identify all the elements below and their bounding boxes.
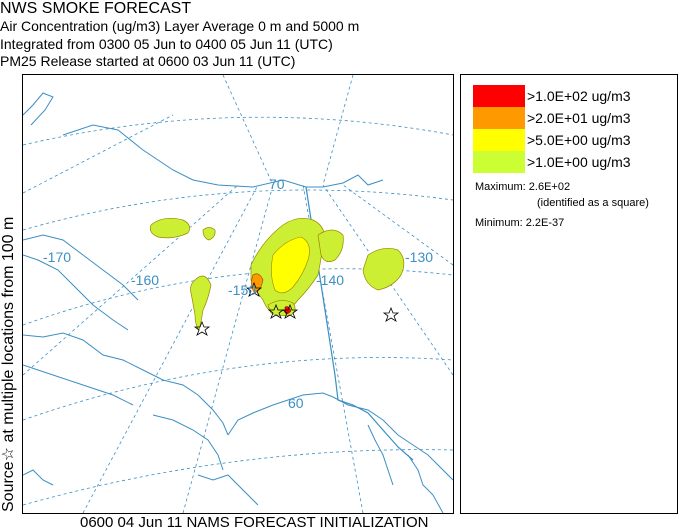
legend-label-2: >2.0E+01 ug/m3: [527, 110, 631, 126]
source-location-label: Source☆ at multiple locations from 100 m: [0, 216, 17, 512]
map-panel: -170 -160 -150 -140 -130 70 60: [22, 74, 454, 514]
border-line: [305, 186, 414, 461]
lon-label-170: -170: [43, 249, 71, 265]
legend-panel: >1.0E+02 ug/m3 >2.0E+01 ug/m3 >5.0E+00 u…: [460, 74, 678, 514]
plume-southwest: [190, 275, 212, 331]
plume-east: [362, 248, 405, 291]
plume-small: [202, 227, 216, 241]
release-info: PM25 Release started at 0600 03 Jun 11 (…: [0, 53, 296, 69]
source-star-icon: [193, 320, 211, 336]
legend-maximum: Maximum: 2.6E+02: [475, 181, 571, 193]
legend-row-1: >1.0E+02 ug/m3: [473, 85, 673, 107]
lat-label-70: 70: [269, 176, 285, 192]
legend-swatch-red: [473, 85, 525, 107]
plume-central-core: [271, 236, 310, 294]
map-canvas: -170 -160 -150 -140 -130 70 60: [23, 75, 453, 513]
legend-label-4: >1.0E+00 ug/m3: [527, 154, 631, 170]
legend-label-3: >5.0E+00 ug/m3: [527, 132, 631, 148]
plume-east-central: [317, 229, 344, 262]
lat-label-60: 60: [288, 395, 304, 411]
source-markers: [193, 281, 400, 336]
forecast-initialization: 0600 04 Jun 11 NAMS FORECAST INITIALIZAT…: [80, 514, 429, 531]
legend-row-4: >1.0E+00 ug/m3: [473, 151, 673, 173]
source-star-icon: [382, 306, 400, 322]
lon-label-140: -140: [316, 272, 344, 288]
source-star-icon: [281, 303, 299, 319]
concentration-subtitle: Air Concentration (ug/m3) Layer Average …: [0, 18, 360, 34]
source-star-icon: [267, 303, 285, 319]
coastline: [23, 92, 453, 513]
legend-swatch-lime: [473, 151, 525, 173]
legend-maximum-note: (identified as a square): [537, 197, 649, 209]
source-star-icon: [245, 281, 263, 297]
map-title: NWS SMOKE FORECAST: [0, 0, 192, 17]
lon-label-150: -150: [228, 282, 256, 298]
lon-label-160: -160: [131, 272, 159, 288]
legend-swatch-yellow: [473, 129, 525, 151]
plume-west: [149, 218, 190, 239]
legend-label-1: >1.0E+02 ug/m3: [527, 88, 631, 104]
legend-minimum: Minimum: 2.2E-37: [475, 217, 565, 229]
integration-period: Integrated from 0300 05 Jun to 0400 05 J…: [0, 36, 333, 52]
smoke-plumes: [149, 218, 405, 331]
lon-label-130: -130: [405, 249, 433, 265]
legend-swatch-orange: [473, 107, 525, 129]
legend-row-2: >2.0E+01 ug/m3: [473, 107, 673, 129]
legend-row-3: >5.0E+00 ug/m3: [473, 129, 673, 151]
latitude-gridlines: [23, 116, 453, 506]
